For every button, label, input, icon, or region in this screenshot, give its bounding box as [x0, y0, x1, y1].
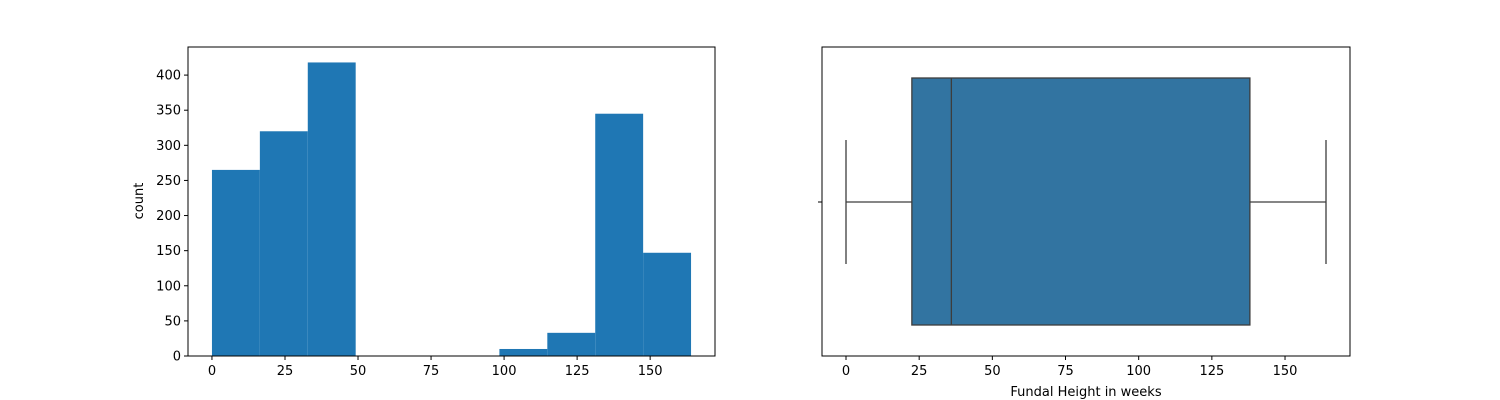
- boxplot-x-tick-label: 150: [1273, 364, 1298, 379]
- boxplot-elements: [845, 77, 1327, 326]
- boxplot-x-tick-label: 100: [1126, 364, 1151, 379]
- histogram-x-tick-label: 0: [208, 364, 216, 379]
- boxplot-x-tick-label: 75: [1057, 364, 1074, 379]
- histogram-bar: [547, 332, 596, 356]
- histogram-y-tick-label: 200: [156, 209, 181, 224]
- boxplot-x-tick-label: 50: [984, 364, 1001, 379]
- histogram-bar: [211, 169, 260, 356]
- boxplot-x-ticks: 0 25 50 75 100 125 150: [842, 356, 1298, 379]
- histogram-x-tick-label: 25: [277, 364, 294, 379]
- histogram-y-tick-label: 0: [173, 350, 181, 365]
- boxplot-x-tick-label: 25: [911, 364, 928, 379]
- histogram-y-ticks: 0 50 100 150 200 250 300 350 400: [156, 69, 188, 365]
- histogram-bar: [307, 62, 356, 356]
- histogram-y-tick-label: 300: [156, 139, 181, 154]
- boxplot-x-axis-label: Fundal Height in weeks: [1010, 385, 1161, 400]
- histogram-x-ticks: 0 25 50 75 100 125 150: [208, 356, 663, 379]
- histogram-bar: [643, 252, 692, 356]
- histogram-x-tick-label: 50: [350, 364, 367, 379]
- histogram-x-tick-label: 125: [565, 364, 590, 379]
- boxplot-x-tick-label: 125: [1199, 364, 1224, 379]
- histogram-y-axis-label: count: [132, 183, 147, 220]
- histogram-bars: [211, 62, 692, 356]
- histogram-y-tick-label: 50: [164, 314, 181, 329]
- histogram-bar: [499, 348, 548, 356]
- histogram-y-tick-label: 250: [156, 174, 181, 189]
- boxplot-x-tick-label: 0: [842, 364, 850, 379]
- histogram-x-tick-label: 75: [423, 364, 440, 379]
- histogram-axes-frame: [187, 46, 716, 357]
- histogram-x-tick-label: 150: [638, 364, 663, 379]
- histogram-bar: [259, 131, 308, 356]
- boxplot-box: [911, 77, 1251, 326]
- histogram-bar: [595, 113, 644, 356]
- histogram-x-tick-label: 100: [492, 364, 517, 379]
- histogram-y-tick-label: 100: [156, 279, 181, 294]
- histogram-y-tick-label: 400: [156, 69, 181, 84]
- histogram-y-tick-label: 350: [156, 104, 181, 119]
- histogram-panel: 0 25 50 75 100 125 150 0 50 100 150 200 250 300 350 40…: [132, 46, 716, 379]
- histogram-y-tick-label: 150: [156, 244, 181, 259]
- boxplot-panel: 0 25 50 75 100 125 150 Fundal Height in weeks: [818, 46, 1351, 400]
